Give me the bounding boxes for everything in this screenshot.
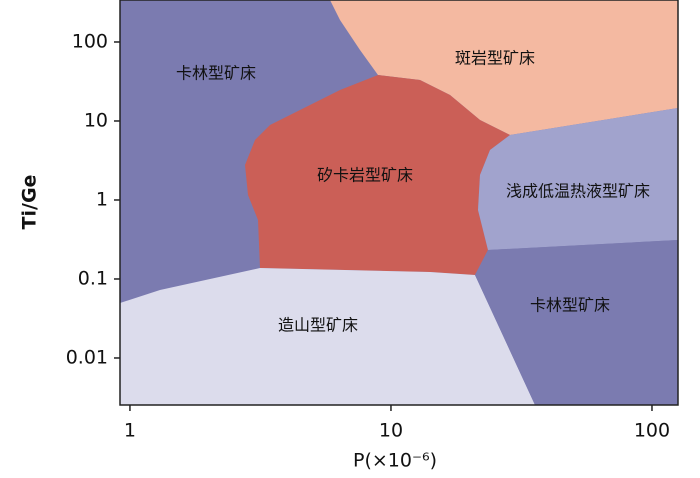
region-label: 矽卡岩型矿床 [317,166,413,185]
x-axis-label: P(×10⁻⁶) [353,450,437,472]
region [330,0,678,135]
y-tick-label: 0.01 [66,346,108,368]
region [475,240,678,405]
x-tick-label: 10 [379,420,403,442]
y-axis-label: Ti/Ge [19,175,41,230]
region-label: 卡林型矿床 [530,296,610,315]
region-label: 斑岩型矿床 [455,49,535,68]
region [245,75,510,275]
x-tick-label: 100 [634,420,670,442]
y-tick-label: 10 [84,109,108,131]
x-tick-label: 1 [124,420,136,442]
y-tick-label: 1 [96,188,108,210]
region-label: 造山型矿床 [278,316,358,335]
region-label: 浅成低温热液型矿床 [506,182,650,201]
region-label: 卡林型矿床 [176,64,256,83]
plot-frame [119,0,679,406]
y-tick-label: 100 [72,30,108,52]
y-tick-label: 0.1 [78,267,108,289]
region [120,268,535,405]
regions [120,0,678,405]
region [478,108,678,250]
